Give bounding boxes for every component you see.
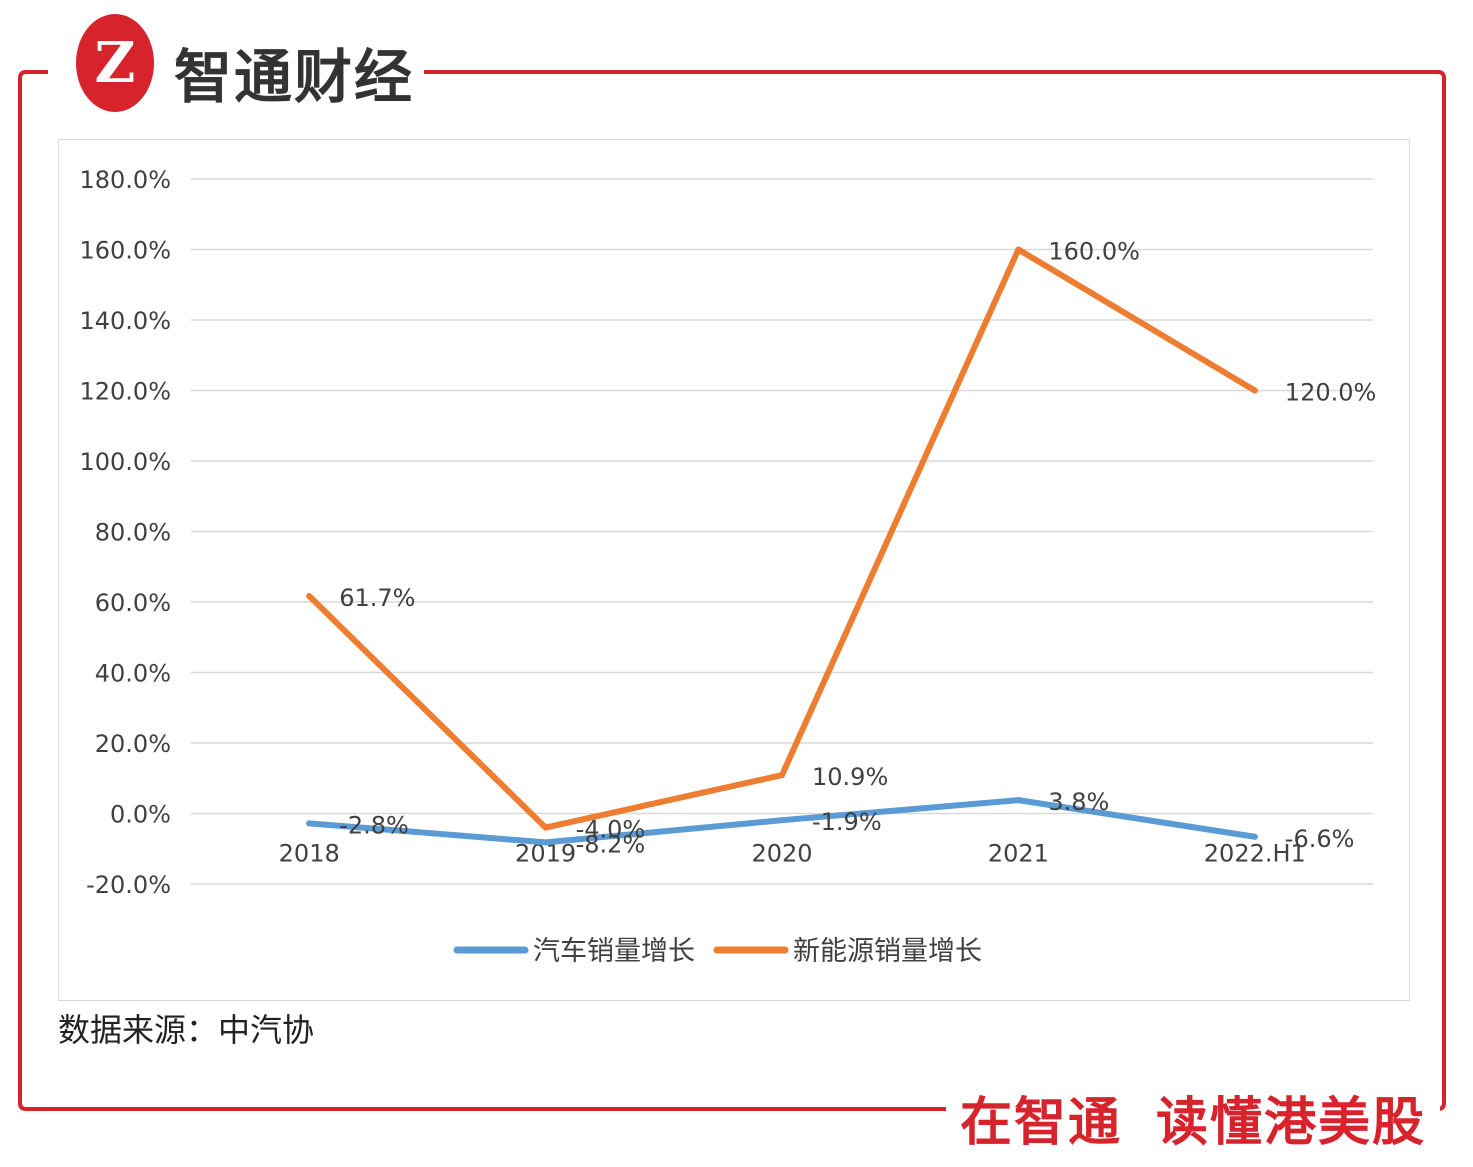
logo-mark: Z	[94, 30, 136, 96]
brand-name: 智通财经	[170, 30, 425, 114]
data-point	[306, 820, 313, 827]
y-tick-label: 80.0%	[95, 519, 171, 547]
data-label: -2.8%	[339, 811, 409, 839]
x-tick-label: 2020	[751, 840, 812, 868]
data-label: -1.9%	[812, 808, 882, 836]
y-tick-label: 120.0%	[79, 378, 171, 406]
brand-logo: Z	[76, 14, 154, 112]
data-point	[542, 824, 549, 831]
data-point	[542, 839, 549, 846]
data-label: 160.0%	[1048, 238, 1140, 266]
legend-label: 新能源销量增长	[793, 936, 982, 967]
y-tick-label: 40.0%	[95, 660, 171, 688]
chart-area: 180.0% 160.0% 140.0% 120.0% 100.0% 80.0% 60.0%…	[58, 139, 1410, 1001]
data-label: 3.8%	[1048, 788, 1109, 816]
slogan: 在智通 读懂港美股	[946, 1080, 1441, 1155]
y-tick-label: 20.0%	[95, 730, 171, 758]
y-tick-label: 60.0%	[95, 589, 171, 617]
data-label: 120.0%	[1285, 379, 1377, 407]
data-point	[779, 817, 785, 824]
y-tick-label: 140.0%	[79, 307, 171, 335]
y-tick-label: 160.0%	[79, 237, 171, 265]
y-tick-label: 0.0%	[110, 801, 171, 829]
legend-label: 汽车销量增长	[533, 936, 695, 967]
x-tick-label: 2018	[279, 840, 340, 868]
y-tick-label: 100.0%	[79, 448, 171, 476]
data-source: 数据来源：中汽协	[58, 1011, 315, 1049]
data-point	[779, 772, 785, 779]
data-label: 61.7%	[339, 584, 415, 612]
data-label: 10.9%	[812, 763, 888, 791]
x-tick-label: 2021	[988, 840, 1049, 868]
x-tick-label: 2022.H1	[1204, 840, 1306, 868]
data-point	[1251, 387, 1258, 394]
data-label: -8.2%	[576, 830, 646, 858]
data-point	[306, 593, 313, 600]
data-label: -4.0%	[576, 816, 646, 844]
slogan-part1: 在智通	[960, 1093, 1123, 1153]
series-line-2	[306, 246, 1258, 831]
line-chart: 180.0% 160.0% 140.0% 120.0% 100.0% 80.0% 60.0%…	[79, 166, 1377, 967]
data-point	[1015, 797, 1022, 804]
y-tick-label: -20.0%	[86, 871, 171, 899]
y-tick-label: 180.0%	[79, 166, 171, 194]
slogan-part2: 读懂港美股	[1156, 1093, 1427, 1153]
data-point	[1015, 246, 1022, 253]
data-point	[1251, 833, 1258, 840]
data-label: -6.6%	[1285, 825, 1355, 853]
